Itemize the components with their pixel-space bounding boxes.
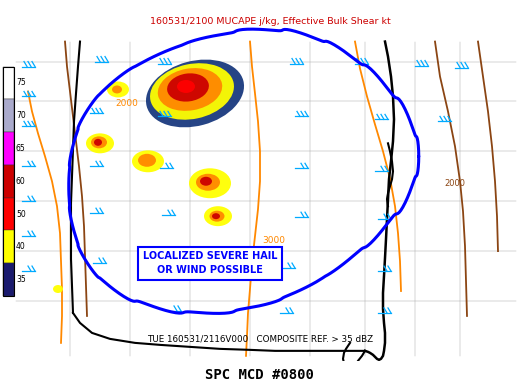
Text: 60: 60	[16, 177, 26, 186]
Bar	[3, 263, 14, 296]
Bar	[3, 165, 14, 197]
Ellipse shape	[209, 211, 224, 222]
Text: 2000: 2000	[444, 179, 465, 188]
Text: 50: 50	[16, 210, 26, 218]
Ellipse shape	[204, 206, 232, 226]
Ellipse shape	[112, 85, 122, 94]
Ellipse shape	[167, 73, 209, 102]
Bar	[3, 99, 14, 132]
Ellipse shape	[132, 150, 164, 172]
Text: LOCALIZED SEVERE HAIL
OR WIND POSSIBLE: LOCALIZED SEVERE HAIL OR WIND POSSIBLE	[143, 251, 277, 275]
Ellipse shape	[53, 285, 63, 293]
Text: 70: 70	[16, 111, 26, 120]
Ellipse shape	[107, 81, 129, 97]
Ellipse shape	[150, 63, 234, 120]
Bar	[3, 132, 14, 165]
Ellipse shape	[200, 177, 212, 186]
Text: 3000: 3000	[262, 236, 285, 245]
Ellipse shape	[86, 133, 114, 153]
Ellipse shape	[158, 68, 222, 111]
Ellipse shape	[138, 154, 156, 167]
Text: 35: 35	[16, 275, 26, 284]
Ellipse shape	[94, 139, 102, 146]
Text: 2000: 2000	[115, 99, 138, 108]
Text: 160531/2100 MUCAPE j/kg, Effective Bulk Shear kt: 160531/2100 MUCAPE j/kg, Effective Bulk …	[150, 17, 391, 26]
Bar	[3, 230, 14, 263]
Bar	[3, 66, 14, 99]
Ellipse shape	[189, 168, 231, 198]
Ellipse shape	[196, 174, 220, 191]
Ellipse shape	[91, 136, 107, 148]
Text: SPC MCD #0800: SPC MCD #0800	[205, 368, 313, 382]
Ellipse shape	[146, 60, 244, 127]
Text: 75: 75	[16, 78, 26, 87]
Bar	[3, 66, 14, 296]
Text: 65: 65	[16, 144, 26, 153]
Ellipse shape	[177, 80, 195, 93]
Text: 40: 40	[16, 242, 26, 251]
Bar	[3, 197, 14, 230]
Text: TUE 160531/2116V000   COMPOSITE REF. > 35 dBZ: TUE 160531/2116V000 COMPOSITE REF. > 35 …	[147, 334, 373, 343]
Ellipse shape	[212, 213, 220, 219]
